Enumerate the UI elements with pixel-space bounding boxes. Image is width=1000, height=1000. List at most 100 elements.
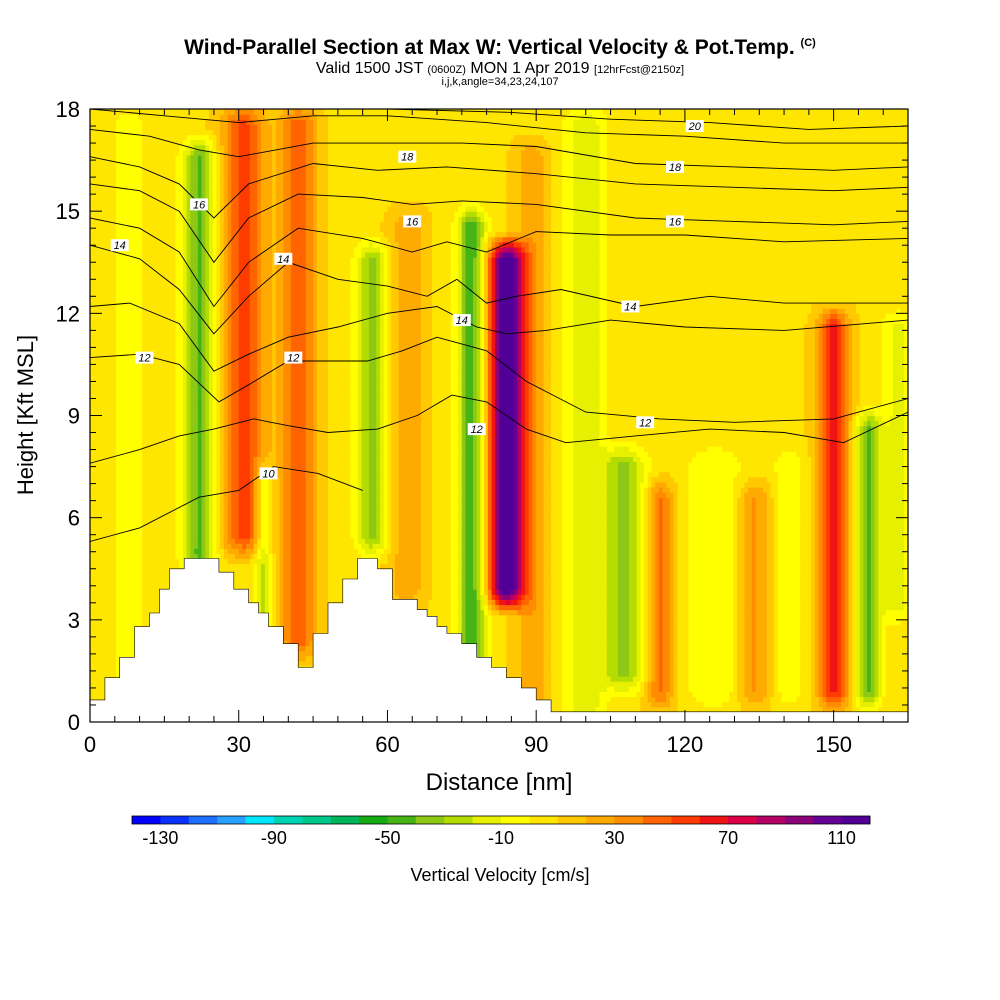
velocity-cell — [149, 553, 154, 560]
velocity-cell — [116, 558, 121, 565]
velocity-cell — [212, 349, 217, 355]
velocity-cell — [138, 492, 143, 498]
velocity-cell — [171, 252, 177, 258]
velocity-cell — [216, 303, 221, 309]
velocity-cell — [127, 226, 132, 233]
velocity-cell — [112, 487, 117, 493]
velocity-cell — [101, 344, 106, 350]
velocity-cell — [171, 200, 177, 207]
velocity-cell — [238, 236, 243, 243]
velocity-cell — [197, 553, 203, 560]
velocity-cell — [119, 149, 124, 156]
velocity-cell — [130, 144, 136, 151]
velocity-cell — [197, 374, 203, 381]
velocity-cell — [238, 333, 243, 340]
velocity-cell — [175, 354, 180, 360]
velocity-cell — [104, 328, 110, 335]
velocity-cell — [112, 650, 117, 657]
velocity-cell — [194, 507, 199, 514]
velocity-cell — [205, 298, 210, 304]
velocity-cell — [134, 461, 139, 468]
velocity-cell — [190, 292, 195, 299]
velocity-cell — [164, 170, 169, 176]
velocity-cell — [130, 129, 136, 136]
velocity-cell — [179, 492, 184, 498]
velocity-cell — [97, 349, 102, 355]
velocity-cell — [238, 328, 243, 335]
velocity-cell — [190, 512, 195, 519]
velocity-cell — [153, 415, 158, 422]
velocity-cell — [116, 272, 121, 279]
valid-time: Valid 1500 JST — [316, 60, 423, 77]
velocity-cell — [223, 517, 229, 524]
velocity-cell — [116, 390, 121, 396]
velocity-cell — [231, 400, 236, 406]
velocity-cell — [145, 139, 151, 146]
velocity-cell — [186, 277, 191, 284]
velocity-cell — [112, 160, 117, 166]
velocity-cell — [130, 476, 136, 483]
velocity-cell — [134, 185, 139, 192]
velocity-cell — [101, 624, 106, 631]
velocity-cell — [201, 175, 206, 182]
velocity-cell — [138, 527, 143, 534]
velocity-cell — [179, 134, 184, 141]
velocity-cell — [93, 466, 98, 473]
velocity-cell — [227, 410, 232, 417]
velocity-cell — [223, 487, 229, 493]
velocity-cell — [142, 298, 147, 304]
velocity-cell — [235, 451, 240, 457]
velocity-cell — [119, 517, 124, 524]
velocity-cell — [242, 553, 247, 560]
velocity-cell — [175, 287, 180, 294]
velocity-cell — [156, 548, 162, 554]
velocity-cell — [104, 430, 110, 437]
velocity-cell — [134, 568, 139, 575]
velocity-cell — [197, 216, 203, 222]
velocity-cell — [209, 344, 214, 350]
velocity-cell — [101, 691, 106, 698]
velocity-cell — [123, 446, 128, 452]
velocity-cell — [209, 287, 214, 294]
velocity-cell — [119, 640, 124, 646]
velocity-cell — [209, 543, 214, 549]
velocity-cell — [145, 502, 151, 508]
velocity-cell — [190, 420, 195, 427]
velocity-cell — [168, 538, 173, 544]
velocity-cell — [238, 558, 243, 565]
velocity-cell — [205, 379, 210, 386]
velocity-cell — [93, 124, 98, 130]
velocity-cell — [123, 313, 128, 319]
velocity-cell — [197, 323, 203, 330]
velocity-cell — [104, 405, 110, 411]
velocity-cell — [227, 252, 232, 258]
velocity-cell — [238, 584, 243, 590]
velocity-cell — [127, 257, 132, 263]
velocity-cell — [183, 313, 188, 319]
velocity-cell — [220, 527, 225, 534]
velocity-cell — [227, 543, 232, 549]
velocity-cell — [183, 522, 188, 529]
velocity-cell — [220, 257, 225, 263]
velocity-cell — [145, 497, 151, 503]
velocity-cell — [183, 548, 188, 554]
velocity-cell — [220, 165, 225, 171]
velocity-cell — [190, 160, 195, 166]
velocity-cell — [231, 435, 236, 442]
velocity-cell — [171, 185, 177, 192]
velocity-cell — [205, 527, 210, 534]
velocity-cell — [212, 344, 217, 350]
velocity-cell — [156, 129, 162, 136]
velocity-cell — [101, 333, 106, 340]
velocity-cell — [108, 124, 113, 130]
velocity-cell — [168, 195, 173, 202]
velocity-cell — [164, 374, 169, 381]
velocity-cell — [194, 231, 199, 238]
velocity-cell — [119, 390, 124, 396]
velocity-cell — [205, 303, 210, 309]
velocity-cell — [101, 165, 106, 171]
velocity-cell — [123, 206, 128, 212]
velocity-cell — [145, 190, 151, 197]
velocity-cell — [142, 502, 147, 508]
velocity-cell — [116, 221, 121, 228]
